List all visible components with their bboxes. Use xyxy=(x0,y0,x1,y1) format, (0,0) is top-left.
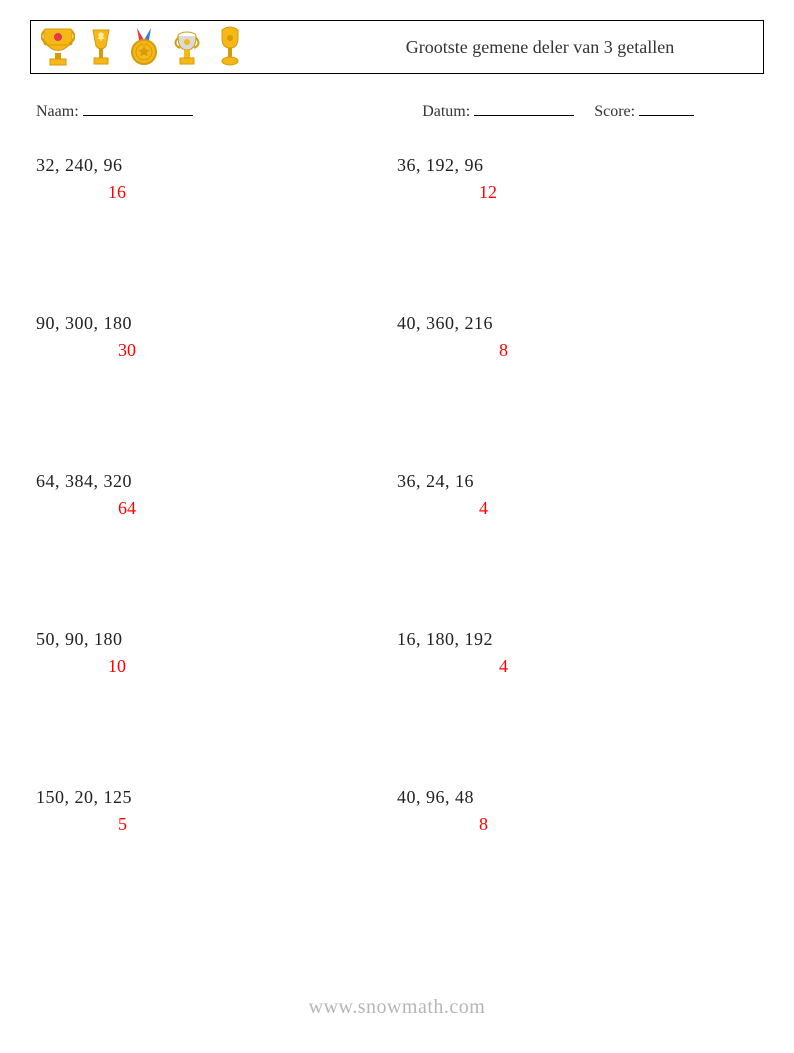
question-text: 36, 24, 16 xyxy=(397,471,758,492)
answer-text: 5 xyxy=(36,814,397,835)
problem-row: 150, 20, 125 540, 96, 48 8 xyxy=(36,787,758,835)
trophy-icon xyxy=(41,26,75,68)
question-text: 150, 20, 125 xyxy=(36,787,397,808)
question-text: 40, 96, 48 xyxy=(397,787,758,808)
answer-text: 10 xyxy=(36,656,397,677)
answer-text: 30 xyxy=(36,340,397,361)
worksheet-title: Grootste gemene deler van 3 getallen xyxy=(247,37,753,58)
problem-row: 90, 300, 180 3040, 360, 216 8 xyxy=(36,313,758,361)
answer-text: 4 xyxy=(397,498,758,519)
problem-cell: 40, 96, 48 8 xyxy=(397,787,758,835)
date-field: Datum: xyxy=(422,102,574,121)
problem-row: 64, 384, 320 6436, 24, 16 4 xyxy=(36,471,758,519)
cup-icon xyxy=(170,26,204,68)
answer-text: 64 xyxy=(36,498,397,519)
question-text: 40, 360, 216 xyxy=(397,313,758,334)
question-text: 16, 180, 192 xyxy=(397,629,758,650)
problem-cell: 16, 180, 192 4 xyxy=(397,629,758,677)
name-blank xyxy=(83,102,193,116)
goblet-icon xyxy=(213,26,247,68)
question-text: 36, 192, 96 xyxy=(397,155,758,176)
problem-cell: 36, 192, 96 12 xyxy=(397,155,758,203)
date-label: Datum: xyxy=(422,103,470,120)
score-label: Score: xyxy=(594,103,635,120)
score-field: Score: xyxy=(594,102,694,121)
problem-cell: 150, 20, 125 5 xyxy=(36,787,397,835)
question-text: 32, 240, 96 xyxy=(36,155,397,176)
trophy-row xyxy=(41,26,247,68)
info-row: Naam: Datum: Score: xyxy=(30,102,764,121)
problem-cell: 32, 240, 96 16 xyxy=(36,155,397,203)
question-text: 64, 384, 320 xyxy=(36,471,397,492)
watermark: www.snowmath.com xyxy=(0,996,794,1019)
problem-cell: 50, 90, 180 10 xyxy=(36,629,397,677)
problem-cell: 40, 360, 216 8 xyxy=(397,313,758,361)
problem-cell: 90, 300, 180 30 xyxy=(36,313,397,361)
answer-text: 16 xyxy=(36,182,397,203)
problem-cell: 64, 384, 320 64 xyxy=(36,471,397,519)
trophy-icon xyxy=(84,26,118,68)
date-blank xyxy=(474,102,574,116)
problems-grid: 32, 240, 96 1636, 192, 96 12 90, 300, 180 30… xyxy=(30,155,764,835)
answer-text: 4 xyxy=(397,656,758,677)
question-text: 90, 300, 180 xyxy=(36,313,397,334)
answer-text: 8 xyxy=(397,814,758,835)
problem-row: 32, 240, 96 1636, 192, 96 12 xyxy=(36,155,758,203)
name-field: Naam: xyxy=(36,102,422,121)
header-box: Grootste gemene deler van 3 getallen xyxy=(30,20,764,74)
answer-text: 8 xyxy=(397,340,758,361)
problem-cell: 36, 24, 16 4 xyxy=(397,471,758,519)
problem-row: 50, 90, 180 1016, 180, 192 4 xyxy=(36,629,758,677)
name-label: Naam: xyxy=(36,103,79,120)
answer-text: 12 xyxy=(397,182,758,203)
score-blank xyxy=(639,102,694,116)
medal-icon xyxy=(127,26,161,68)
question-text: 50, 90, 180 xyxy=(36,629,397,650)
